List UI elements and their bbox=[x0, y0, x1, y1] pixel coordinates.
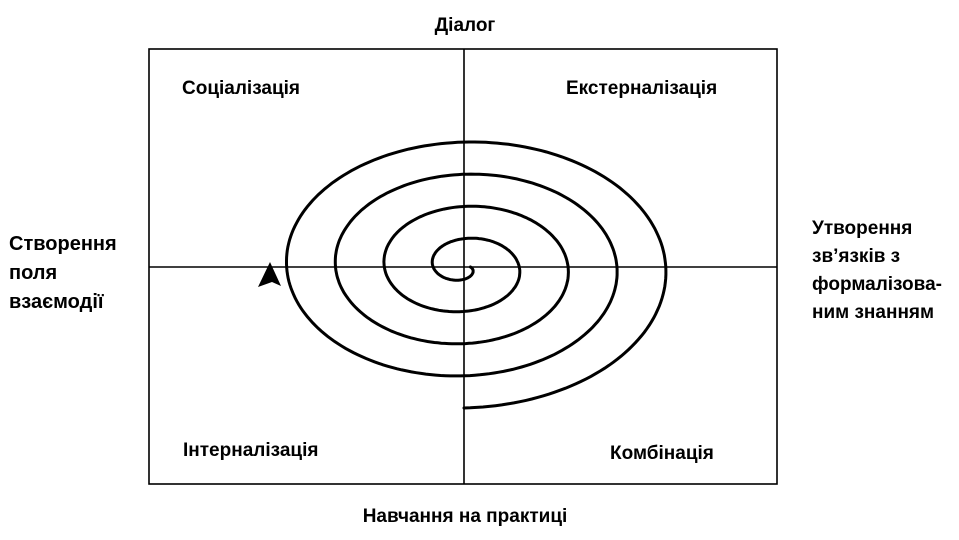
quadrant-label-externalization: Екстерналізація bbox=[566, 78, 718, 99]
axis-label-right-line: Утворення bbox=[812, 218, 913, 239]
axis-label-left-line: Створення bbox=[9, 233, 117, 255]
axis-label-right-line: зв’язків з bbox=[812, 246, 901, 267]
axis-label-top: Діалог bbox=[434, 15, 496, 36]
quadrant-label-internalization: Інтерналізація bbox=[183, 440, 319, 461]
spiral-arrowhead bbox=[258, 262, 281, 287]
axis-label-left: Створення поля взаємодії bbox=[9, 230, 117, 317]
axis-label-right: Утворення зв’язків з формалізова- ним зн… bbox=[812, 215, 942, 327]
knowledge-spiral bbox=[285, 140, 668, 410]
quadrant-label-socialization: Соціалізація bbox=[182, 78, 301, 99]
axis-label-left-line: поля bbox=[9, 262, 58, 284]
axis-label-left-line: взаємодії bbox=[9, 291, 104, 313]
axis-label-bottom: Навчання на практиці bbox=[362, 506, 568, 527]
quadrant-label-combination: Комбінація bbox=[610, 443, 714, 464]
axis-label-right-line: формалізова- bbox=[812, 274, 942, 295]
axis-label-right-line: ним знанням bbox=[812, 302, 935, 323]
